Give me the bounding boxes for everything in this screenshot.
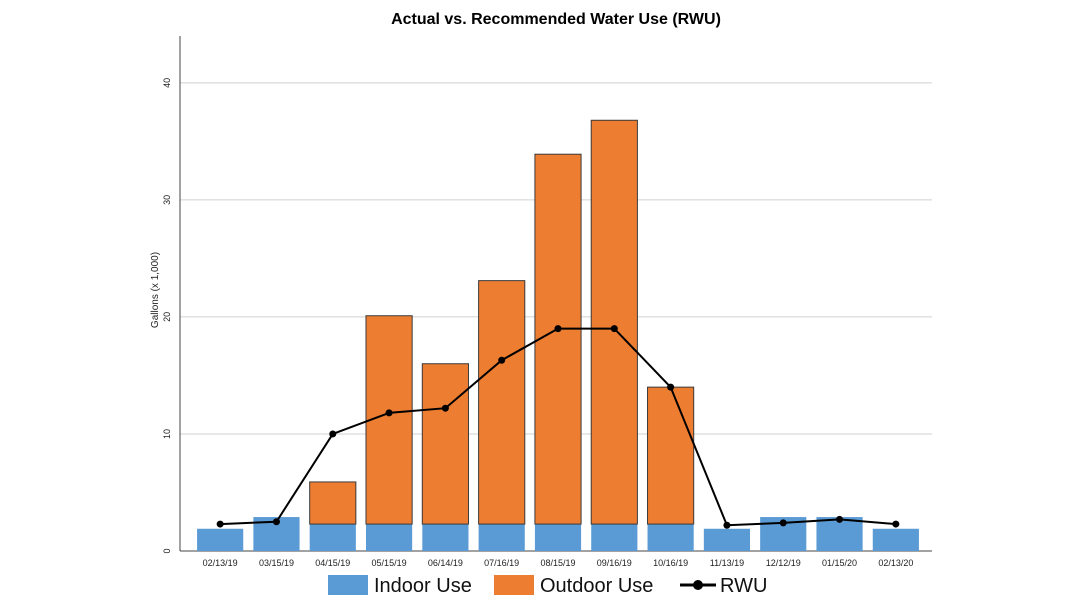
y-ticks: 0 10 20 30 40 [162, 78, 172, 554]
bar-outdoor [421, 363, 469, 525]
x-ticks: 02/13/19 03/15/19 04/15/19 05/15/19 06/14/19… [203, 558, 914, 568]
chart-title: Actual vs. Recommended Water Use (RWU) [391, 11, 721, 28]
rwu-point [836, 515, 844, 523]
bar-indoor [872, 528, 919, 551]
x-tick-label: 08/15/19 [540, 558, 575, 568]
y-tick-label: 20 [162, 312, 172, 322]
legend: Indoor Use Outdoor Use RWU [328, 575, 767, 597]
bar-indoor [591, 524, 638, 551]
x-tick-label: 10/16/19 [653, 558, 688, 568]
bar-outdoor [590, 119, 638, 525]
legend-label-indoor: Indoor Use [374, 575, 472, 597]
rwu-point [329, 430, 337, 438]
legend-swatch-rwu-marker [693, 580, 703, 590]
bar-indoor [365, 524, 413, 551]
bar-indoor [647, 524, 694, 551]
rwu-point [554, 325, 562, 333]
y-tick-label: 10 [162, 429, 172, 439]
rwu-point [892, 520, 900, 528]
x-tick-label: 01/15/20 [822, 558, 857, 568]
bar-indoor [422, 524, 469, 551]
y-tick-label: 30 [162, 195, 172, 205]
rwu-point [441, 404, 449, 412]
bar-indoor [534, 524, 582, 551]
bar-indoor [309, 524, 356, 551]
x-tick-label: 12/12/19 [766, 558, 801, 568]
rwu-point [723, 521, 731, 529]
x-tick-label: 02/13/20 [878, 558, 913, 568]
y-tick-label: 0 [162, 548, 172, 553]
x-tick-label: 07/16/19 [484, 558, 519, 568]
rwu-point [667, 383, 675, 391]
rwu-line-series [216, 325, 900, 529]
bar-indoor [197, 528, 244, 551]
legend-label-outdoor: Outdoor Use [540, 575, 653, 597]
rwu-point [779, 519, 787, 527]
rwu-point [216, 520, 224, 528]
x-tick-label: 03/15/19 [259, 558, 294, 568]
rwu-point [272, 518, 280, 526]
rwu-point [385, 409, 393, 417]
bar-outdoor [309, 481, 357, 525]
y-tick-label: 40 [162, 78, 172, 88]
x-tick-label: 06/14/19 [428, 558, 463, 568]
bar-outdoor [647, 386, 695, 525]
legend-label-rwu: RWU [720, 575, 767, 597]
bar-outdoor [478, 280, 526, 525]
bar-outdoor [534, 153, 582, 525]
bar-indoor [703, 528, 751, 551]
x-tick-label: 11/13/19 [710, 558, 744, 568]
x-tick-label: 04/15/19 [315, 558, 350, 568]
y-axis-label: Gallons (x 1,000) [150, 252, 161, 328]
x-tick-label: 05/15/19 [372, 558, 407, 568]
bar-indoor [478, 524, 525, 551]
rwu-point [610, 325, 618, 333]
bars [197, 119, 919, 551]
bar-outdoor [365, 315, 413, 525]
rwu-point [498, 356, 506, 364]
legend-swatch-indoor [328, 575, 368, 595]
x-tick-label: 09/16/19 [597, 558, 632, 568]
legend-swatch-outdoor [494, 575, 534, 595]
x-tick-label: 02/13/19 [203, 558, 238, 568]
